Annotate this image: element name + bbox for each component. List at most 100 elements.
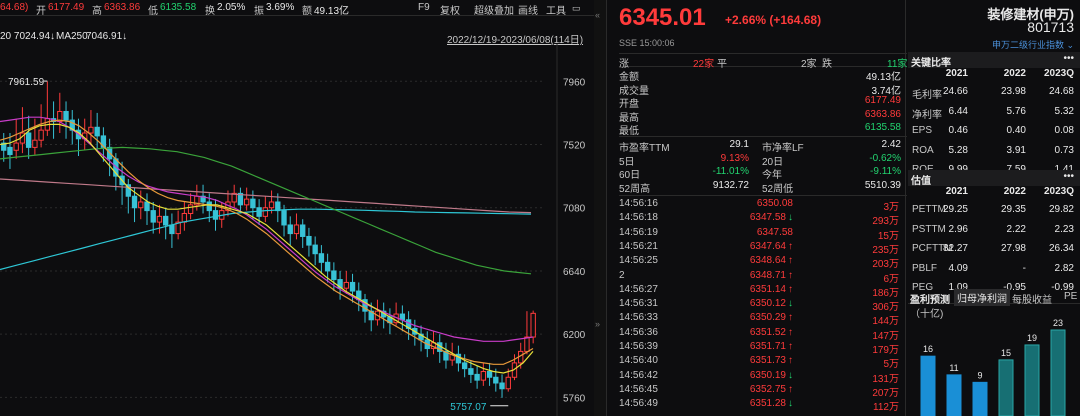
candle <box>231 184 237 208</box>
amount-label: 额 <box>302 6 312 17</box>
trade-time: 14:56:45 <box>619 383 658 395</box>
industry-link[interactable]: 申万二级行业指数 ⌄ <box>991 40 1074 50</box>
candle <box>200 184 206 214</box>
trade-price: 6350.08 <box>756 198 793 209</box>
ratio-value: 9.13% <box>720 152 749 164</box>
trade-time: 14:56:33 <box>619 312 658 324</box>
ma-line-green <box>0 146 532 275</box>
low-marker-label: 5757.07 <box>450 402 487 413</box>
candle <box>150 201 156 234</box>
trade-time: 14:56:21 <box>619 240 658 252</box>
f9-button[interactable]: F9 <box>418 2 430 13</box>
metric-value: 24.68 <box>1048 86 1074 97</box>
profit-bar-label: 23 <box>1053 318 1063 328</box>
tab-eps[interactable]: 每股收益 <box>1012 295 1052 306</box>
trade-row: 14:56:31 6350.12 ↓ 306万 <box>619 298 899 314</box>
year-label: 2022 <box>1003 186 1026 197</box>
ratios-header: 关键比率 ••• <box>908 52 1080 69</box>
metric-value: 29.82 <box>1048 204 1074 215</box>
metric-label: 净利率 <box>912 109 942 121</box>
metric-value: 2.82 <box>1054 262 1074 274</box>
kline-chart[interactable]: 7960 7520 7080 6640 6200 5760 7961.59 5757.07 <box>0 44 594 416</box>
ma250-label: MA250 <box>56 31 88 42</box>
candle <box>187 193 194 220</box>
profit-bar <box>1024 344 1040 416</box>
collapse-top-icon[interactable]: « <box>595 10 601 20</box>
amplitude-value: 3.69% <box>266 2 295 13</box>
candle <box>237 187 244 214</box>
profit-bar <box>998 359 1014 416</box>
candle <box>374 299 381 326</box>
candle <box>175 210 181 240</box>
profit-bar-label: 9 <box>977 370 982 380</box>
trade-row: 14:56:19 6347.58 15万 <box>619 227 899 242</box>
draw-line-button[interactable]: 画线 <box>518 6 538 17</box>
trade-row: 14:56:36 6351.52 ↑ 147万 <box>619 327 899 342</box>
arrow-up-icon: ↑ <box>788 383 793 395</box>
y-tick-label: 6200 <box>563 330 586 341</box>
high-label: 高 <box>92 6 102 17</box>
metric-value: 5.28 <box>948 144 968 156</box>
candle <box>119 161 125 205</box>
ratios-more-icon[interactable]: ••• <box>1063 53 1074 64</box>
candle <box>306 227 312 257</box>
metric-row: 毛利率 24.66 23.98 24.68 <box>908 86 1080 101</box>
tools-dropdown-icon[interactable]: ▭ <box>572 3 581 13</box>
ma-line-orange <box>0 119 534 365</box>
y-tick-label: 7080 <box>563 204 586 215</box>
stat-row: 成交量 3.74亿 <box>619 82 907 97</box>
metric-value: -0.95 <box>1003 282 1026 293</box>
open-value: 6177.49 <box>48 2 85 13</box>
overlay-button[interactable]: 超级叠加 <box>474 6 514 17</box>
tab-pe[interactable]: PE <box>1064 291 1078 302</box>
candle <box>262 196 269 223</box>
metric-value: 82.27 <box>942 243 968 254</box>
ratio-value: -11.01% <box>712 166 749 177</box>
stat-row: 开盘 6177.49 <box>619 95 907 110</box>
arrow-down-icon: ↓ <box>788 212 793 224</box>
trade-time: 14:56:25 <box>619 255 658 267</box>
profit-bar-label: 16 <box>923 344 933 354</box>
trade-time: 14:56:16 <box>619 198 658 209</box>
metric-value: 26.34 <box>1048 243 1074 254</box>
tab-net-profit[interactable]: 归母净利润 <box>954 289 1010 306</box>
valuation-more-icon[interactable]: ••• <box>1063 171 1074 182</box>
trade-volume: 5万 <box>883 359 899 371</box>
index-code: 801713 <box>1027 19 1074 35</box>
trade-time: 14:56:42 <box>619 369 658 381</box>
metric-value: 5.76 <box>1006 105 1026 117</box>
candle <box>455 345 462 372</box>
candle <box>499 374 505 398</box>
trade-time: 14:56:39 <box>619 341 658 352</box>
turnover-value: 2.05% <box>217 2 246 13</box>
stat-value: 3.74亿 <box>871 85 901 97</box>
trade-time: 14:56:49 <box>619 398 658 410</box>
trade-volume: 6万 <box>883 273 899 285</box>
date-range[interactable]: 2022/12/19-2023/06/08(114日) <box>447 35 584 46</box>
metric-value: 9.99 <box>949 164 968 175</box>
metric-value: 27.98 <box>1000 243 1026 254</box>
y-tick-label: 7520 <box>563 141 586 152</box>
trade-volume: 147万 <box>872 330 899 342</box>
trade-row: 14:56:39 6351.71 ↑ 179万 <box>619 341 899 356</box>
candle <box>82 118 88 151</box>
price-change: +2.66% (+164.68) <box>725 13 822 27</box>
metric-value: 29.25 <box>942 204 968 215</box>
trade-volume: 306万 <box>872 302 899 314</box>
candle <box>94 112 100 151</box>
fuquan-button[interactable]: 复权 <box>440 6 460 17</box>
flat-count: 2家 <box>801 59 817 70</box>
trade-price: 6348.71 ↑ <box>749 269 793 281</box>
trade-price: 6351.71 ↑ <box>749 341 793 352</box>
metric-label: PCFTTM <box>912 243 953 254</box>
tools-button[interactable]: 工具 <box>546 6 566 17</box>
trade-volume: 112万 <box>873 402 899 414</box>
collapse-mid-icon[interactable]: » <box>595 319 601 329</box>
stat-row: 最高 6363.86 <box>619 109 907 124</box>
candle <box>7 133 13 169</box>
trade-volume: 235万 <box>872 244 899 256</box>
up-label: 涨 <box>619 59 629 70</box>
arrow-up-icon: ↑ <box>788 355 793 367</box>
profit-bar <box>972 381 988 416</box>
pane-splitter[interactable]: « » <box>594 0 606 416</box>
